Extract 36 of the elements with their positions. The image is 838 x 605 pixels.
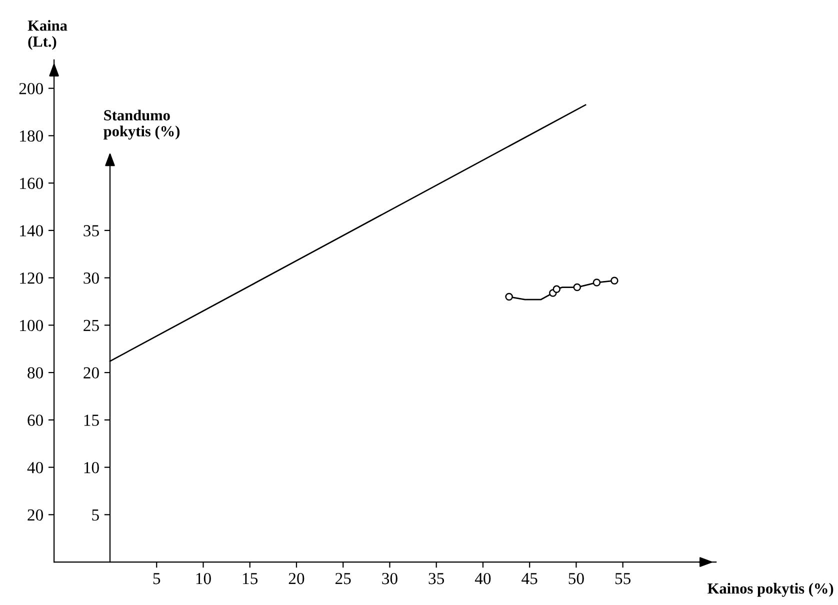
y-axis-title: Kaina (Lt.) [28, 20, 68, 50]
point [573, 283, 582, 292]
y2-tick-label: 35 [84, 225, 99, 236]
y-tick-label: 100 [20, 320, 43, 332]
x-tick-label: 15 [242, 573, 258, 584]
y2-tick-label: 20 [84, 367, 99, 378]
y-tick-label: 200 [19, 83, 43, 94]
y2-axis-title: Standumo pokytis (%) [104, 110, 180, 140]
y-tick-label: 180 [20, 130, 43, 142]
x-axis-title: Kainos pokytis (%) [708, 582, 834, 597]
y2-tick-label: 30 [84, 272, 99, 284]
y-tick-label: 160 [20, 178, 43, 190]
x-tick-label: 45 [522, 573, 538, 584]
x-tick-label: 10 [196, 572, 211, 584]
point [505, 292, 513, 301]
y-tick-label: 60 [28, 414, 43, 426]
x-tick-label: 40 [474, 572, 491, 584]
y2-tick-label: 5 [92, 510, 99, 521]
point [610, 276, 618, 285]
x-tick-label: 35 [428, 572, 444, 584]
y-tick-label: 140 [20, 225, 43, 236]
y2-tick-label: 10 [84, 462, 99, 474]
x-tick-label: 25 [336, 572, 351, 584]
y2-tick-label: 15 [84, 414, 99, 426]
y-tick-label: 40 [27, 462, 43, 474]
y-tick-label: 20 [28, 509, 43, 521]
y2-tick-label: 25 [84, 320, 99, 332]
point [592, 278, 601, 286]
x-tick-label: 50 [568, 572, 584, 584]
x-tick-label: 30 [382, 572, 398, 584]
x-tick-label: 20 [288, 572, 304, 584]
x-tick-label: 5 [153, 573, 160, 584]
x-tick-label: 55 [615, 573, 631, 584]
y-tick-label: 80 [28, 367, 43, 378]
point [552, 285, 561, 294]
y-tick-label: 120 [20, 272, 43, 284]
